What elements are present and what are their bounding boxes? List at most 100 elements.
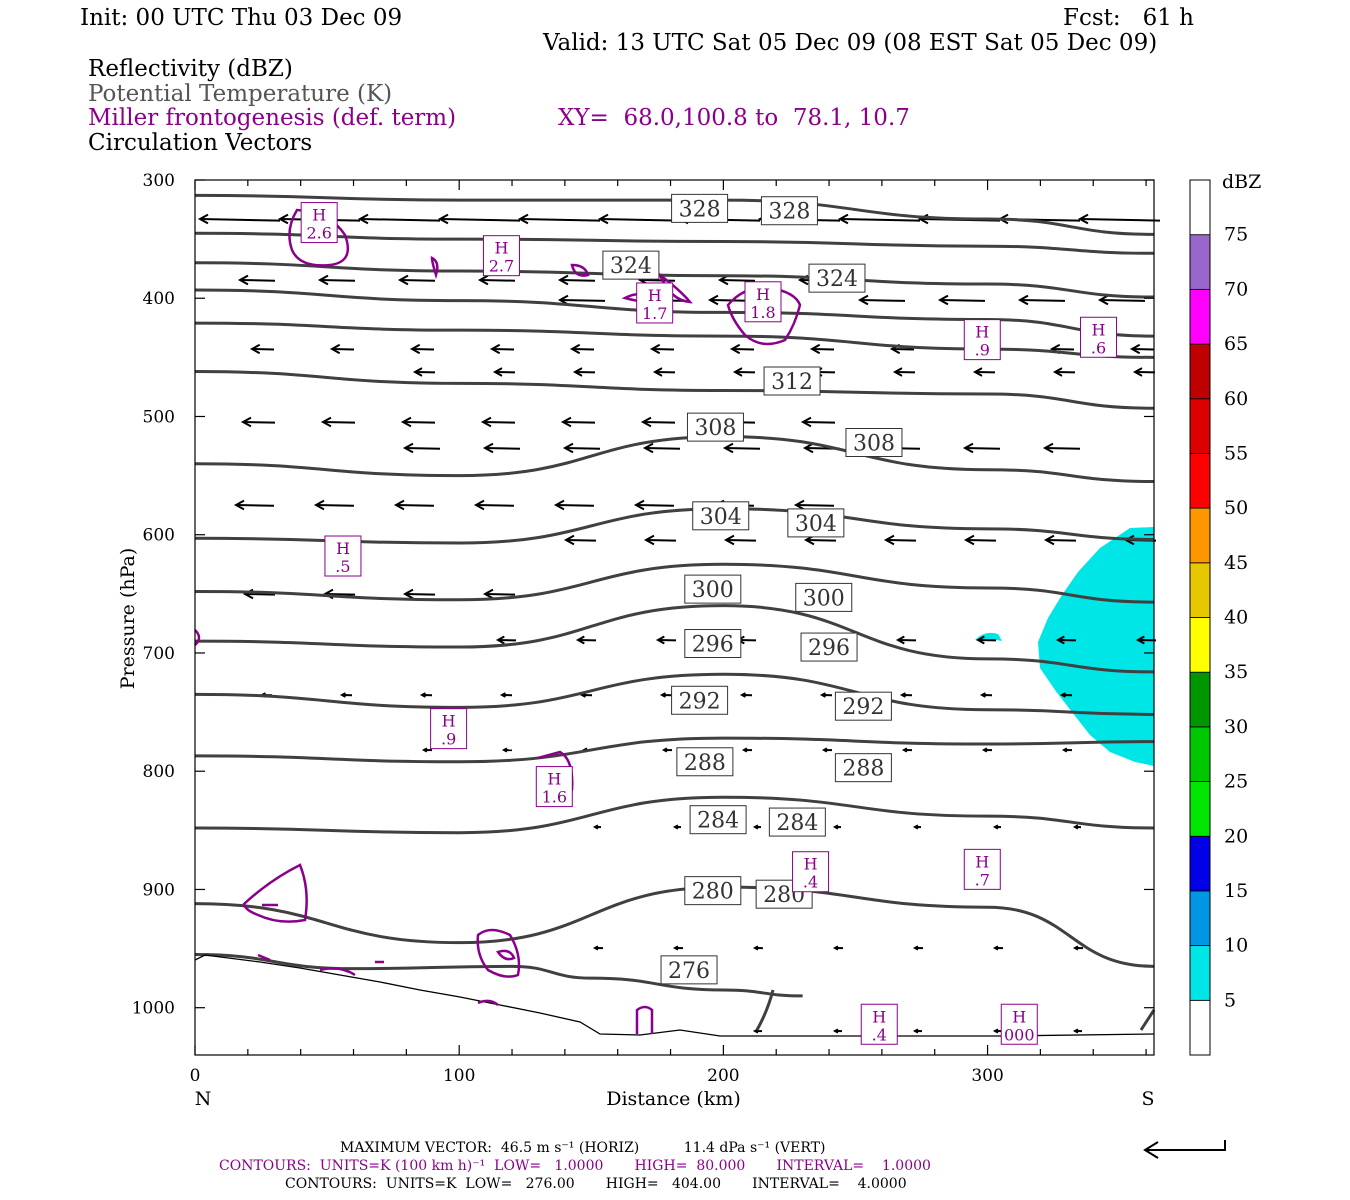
high-label-box xyxy=(963,319,1001,361)
circulation-vector-head xyxy=(661,747,668,753)
legend-swatch xyxy=(1189,562,1211,618)
x-tick-label: 100 xyxy=(443,1066,475,1086)
reference-vector xyxy=(1145,1140,1226,1151)
theta-label-box xyxy=(768,807,826,837)
legend-swatch xyxy=(1189,781,1211,837)
theta-contour-280 xyxy=(194,885,1155,968)
circulation-vector-head xyxy=(197,213,209,225)
theta-contour-324 xyxy=(194,261,1155,299)
circulation-vector xyxy=(964,447,1001,450)
circulation-vector xyxy=(562,421,596,424)
high-label-h: H xyxy=(872,1007,886,1026)
south-label: S xyxy=(1141,1088,1154,1110)
circulation-vector xyxy=(359,218,441,222)
high-label-box xyxy=(744,281,782,323)
frontogenesis-contour xyxy=(430,255,439,280)
x-axis-label: Distance (km) xyxy=(606,1088,741,1110)
theta-label: 300 xyxy=(692,578,734,603)
north-label: N xyxy=(195,1088,212,1110)
x-tick-label: 200 xyxy=(707,1066,739,1086)
circulation-vector xyxy=(639,279,676,282)
circulation-vector xyxy=(244,593,276,596)
circulation-vector xyxy=(719,279,756,282)
theta-contour-328 xyxy=(194,231,1155,255)
high-label-h: H xyxy=(804,855,818,874)
circulation-vector-head xyxy=(992,824,999,830)
max-vector-info: MAXIMUM VECTOR: 46.5 m s⁻¹ (HORIZ) 11.4 … xyxy=(340,1140,826,1156)
high-label-box xyxy=(1080,316,1118,358)
contours-theta-info: CONTOURS: UNITS=K LOW= 276.00 HIGH= 404.… xyxy=(285,1176,907,1192)
high-label-h: H xyxy=(975,852,989,871)
high-label-box xyxy=(1000,1003,1038,1045)
terrain-surface xyxy=(194,954,1155,1037)
high-label-h: H xyxy=(494,239,508,258)
circulation-vector xyxy=(484,447,521,450)
circulation-vector xyxy=(484,593,516,596)
high-label-value: .5 xyxy=(335,557,350,576)
y-tick-label: 700 xyxy=(143,644,175,664)
circulation-vector-head xyxy=(1072,824,1079,830)
circulation-vector-head xyxy=(729,343,741,355)
high-label-h: H xyxy=(756,285,770,304)
theta-label: 288 xyxy=(842,757,884,782)
circulation-vector xyxy=(635,504,675,507)
circulation-vector xyxy=(559,299,606,302)
high-label-h: H xyxy=(975,323,989,342)
circulation-vector-head xyxy=(1072,1028,1079,1034)
circulation-vector-head xyxy=(837,213,849,225)
theta-contour-300 xyxy=(194,562,1155,604)
circulation-vector-head xyxy=(597,213,609,225)
circulation-vector-head xyxy=(819,692,826,698)
circulation-vector-head xyxy=(659,692,666,698)
theta-label-box xyxy=(689,805,747,835)
legend-label: 45 xyxy=(1224,552,1248,574)
theta-label-box xyxy=(763,366,821,396)
circulation-vector-head xyxy=(672,824,679,830)
theta-label-box xyxy=(671,193,729,223)
circulation-vector xyxy=(239,279,276,282)
high-label-box xyxy=(430,708,468,750)
y-tick-label: 1000 xyxy=(132,999,175,1019)
theta-label: 324 xyxy=(610,254,652,279)
high-label-value: 1.7 xyxy=(642,304,667,323)
circulation-vector xyxy=(242,421,276,424)
circulation-vector-head xyxy=(832,945,839,951)
circulation-vector xyxy=(1045,539,1077,542)
circulation-vector-head xyxy=(400,416,412,428)
theta-label: 296 xyxy=(692,633,734,658)
circulation-vector xyxy=(795,504,835,507)
theta-contour-320 xyxy=(194,288,1155,338)
circulation-vector-head xyxy=(1055,635,1065,645)
high-label-value: 2.6 xyxy=(306,224,331,243)
high-label-value: .9 xyxy=(975,341,990,360)
theta-contour-276-tail xyxy=(755,989,775,1031)
circulation-vector-head xyxy=(480,416,492,428)
circulation-vector xyxy=(802,421,836,424)
theta-label: 308 xyxy=(853,432,895,457)
field-circulation-vectors: Circulation Vectors xyxy=(88,130,313,156)
circulation-vector-head xyxy=(489,343,501,355)
theta-label-box xyxy=(660,955,718,985)
circulation-vector xyxy=(322,421,356,424)
frontogenesis-contour xyxy=(496,949,516,961)
y-tick-label: 300 xyxy=(143,171,175,191)
high-label-value: .9 xyxy=(441,730,456,749)
circulation-vector xyxy=(439,218,521,222)
circulation-vector xyxy=(1099,299,1146,302)
circulation-vector xyxy=(644,447,681,450)
frontogenesis-contour xyxy=(570,263,590,277)
theta-label: 276 xyxy=(668,959,710,984)
field-frontogenesis: Miller frontogenesis (def. term) xyxy=(88,105,457,131)
circulation-vector-head xyxy=(739,692,746,698)
legend-title: dBZ xyxy=(1222,171,1261,193)
circulation-vector-head xyxy=(1052,367,1063,377)
legend-swatch xyxy=(1189,398,1211,454)
circulation-vector-head xyxy=(633,499,645,511)
circulation-vector-head xyxy=(477,274,489,286)
high-label-h: H xyxy=(1012,1007,1026,1026)
circulation-vector-head xyxy=(560,416,572,428)
circulation-vector xyxy=(939,299,986,302)
high-label-box xyxy=(860,1003,898,1045)
theta-contour-312 xyxy=(194,370,1155,410)
theta-label: 284 xyxy=(697,809,739,834)
